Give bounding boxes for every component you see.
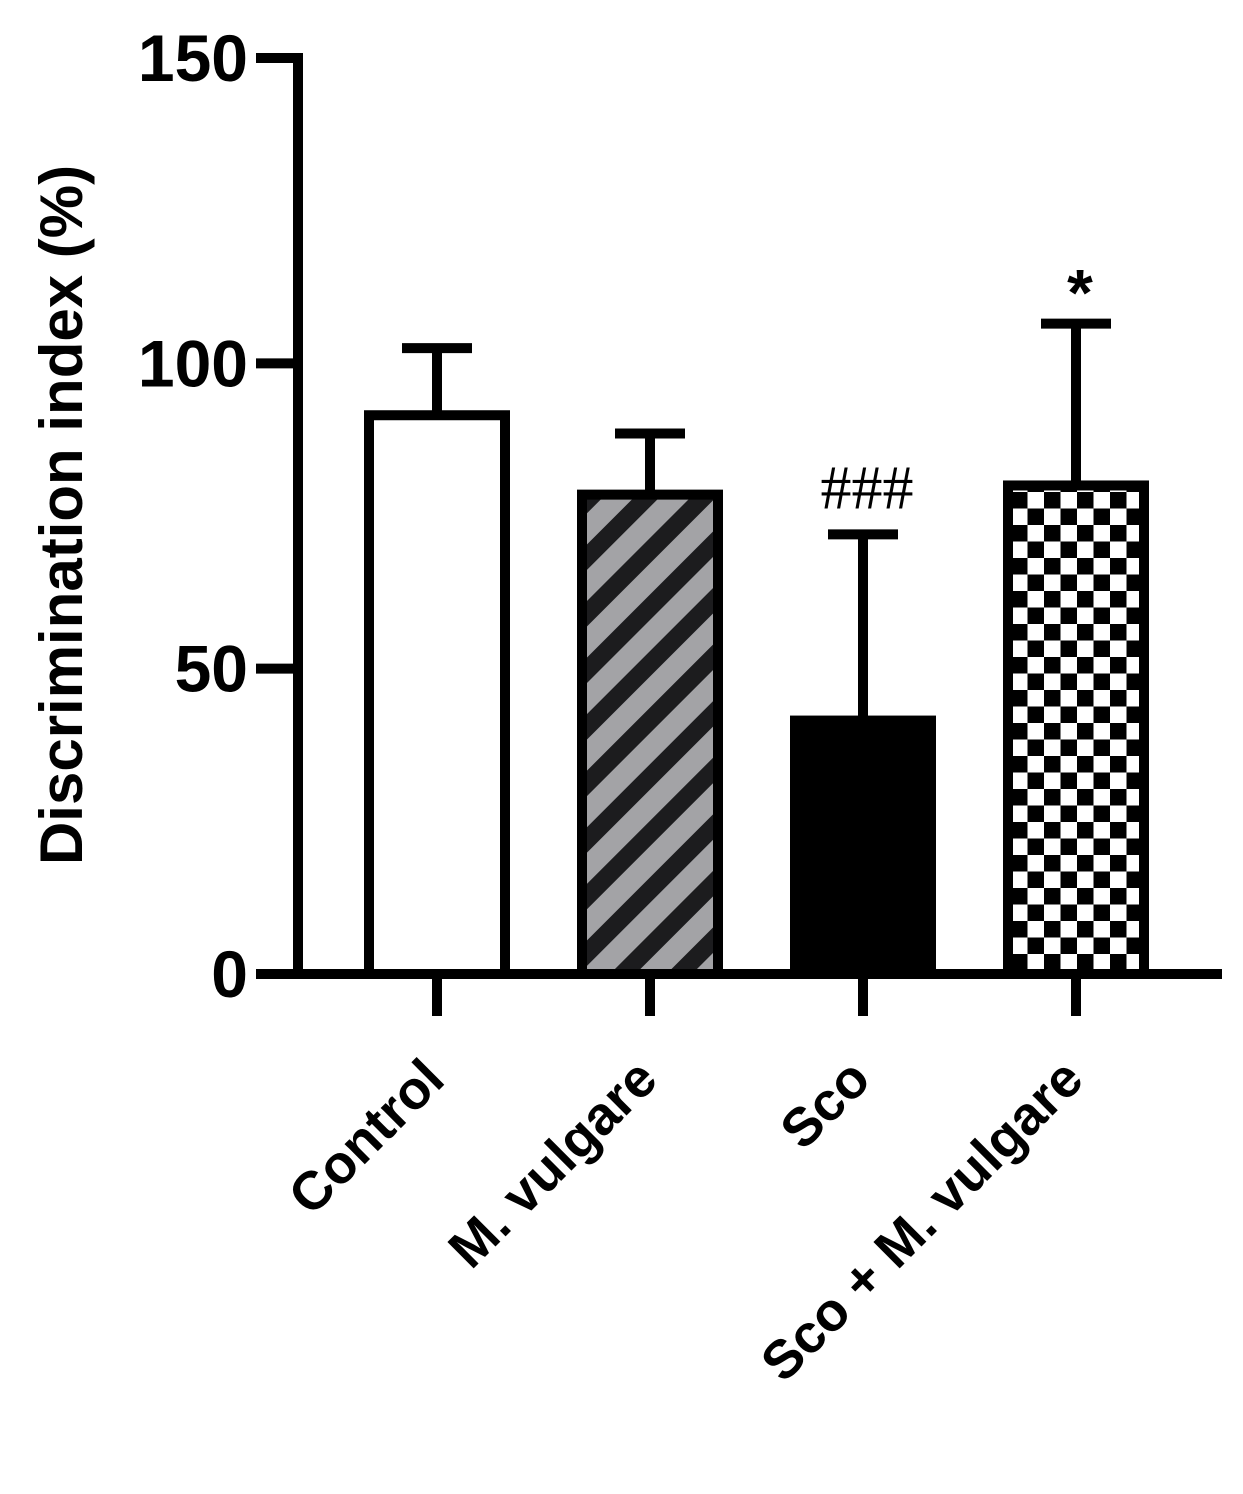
x-tick-label-2: Sco xyxy=(769,1048,881,1160)
annotation-0: ### xyxy=(821,454,914,522)
annotation-1: * xyxy=(1067,256,1093,330)
y-tick-label-1: 50 xyxy=(175,632,248,706)
bar-2 xyxy=(790,715,936,979)
axes xyxy=(293,53,1222,979)
y-axis-label: Discrimination index (%) xyxy=(28,165,95,865)
error-bars xyxy=(402,318,1111,721)
y-tick-label-3: 150 xyxy=(138,21,248,95)
bar-3 xyxy=(1003,480,1149,979)
bar-1 xyxy=(577,489,723,979)
bars xyxy=(364,410,1149,979)
bar-0 xyxy=(364,410,510,979)
y-tick-label-0: 0 xyxy=(211,937,248,1011)
y-tick-label-2: 100 xyxy=(138,326,248,400)
x-tick-label-1: M. vulgare xyxy=(437,1048,668,1279)
x-tick-label-0: Control xyxy=(277,1048,455,1226)
y-axis-ticks: 0 50 100 150 xyxy=(138,21,298,1011)
significance-annotations: ### * xyxy=(821,256,1094,523)
